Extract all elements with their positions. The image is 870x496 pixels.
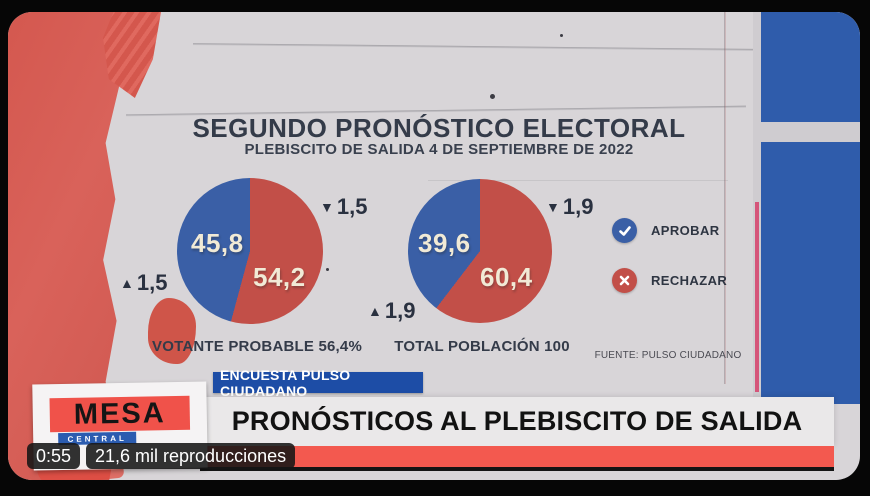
infographic-subtitle: PLEBISCITO DE SALIDA 4 DE SEPTIEMBRE DE … xyxy=(244,141,634,158)
down-triangle-icon: ▼ xyxy=(320,199,334,215)
source-credit: FUENTE: PULSO CIUDADANO xyxy=(594,350,742,361)
check-icon xyxy=(612,218,637,243)
playback-time-badge: 0:55 xyxy=(27,443,81,469)
pie1-delta-up-value: 1,5 xyxy=(136,270,168,295)
pie2-delta-down-value: 1,9 xyxy=(562,194,594,219)
pie-chart-votante-probable xyxy=(177,178,323,324)
pie-chart-total-poblacion xyxy=(408,179,552,323)
logo-red-block: MESA xyxy=(49,395,191,433)
paper-crease xyxy=(428,180,728,181)
paper-speck xyxy=(560,34,563,37)
legend-label-rechazar: RECHAZAR xyxy=(651,273,728,288)
blue-poster-block xyxy=(761,12,860,122)
x-icon xyxy=(612,268,637,293)
legend-item-rechazar: RECHAZAR xyxy=(612,268,727,293)
logo-text-central: CENTRAL xyxy=(67,433,127,444)
pie2-delta-down: ▼ 1,9 xyxy=(546,194,593,220)
pie1-delta-up: ▲ 1,5 xyxy=(120,270,167,296)
paper-crease xyxy=(193,43,753,51)
pie1-rechazar-value: 54,2 xyxy=(253,262,306,292)
chyron-red-strip xyxy=(200,446,834,467)
up-triangle-icon: ▲ xyxy=(120,275,134,291)
pie1-caption: VOTANTE PROBABLE 56,4% xyxy=(152,338,362,355)
chyron-strip: PRONÓSTICOS AL PLEBISCITO DE SALIDA xyxy=(200,397,834,446)
pie2-delta-up-value: 1,9 xyxy=(384,298,416,323)
red-poster-scrap xyxy=(148,298,196,364)
blue-poster-column xyxy=(753,12,860,404)
video-frame[interactable]: SEGUNDO PRONÓSTICO ELECTORAL PLEBISCITO … xyxy=(8,12,860,480)
infographic-title: SEGUNDO PRONÓSTICO ELECTORAL xyxy=(192,113,686,143)
up-triangle-icon: ▲ xyxy=(368,303,382,319)
paper-crease xyxy=(724,12,726,384)
pie2-caption: TOTAL POBLACIÓN 100 xyxy=(394,338,570,355)
logo-text-mesa: MESA xyxy=(73,396,166,431)
chyron-black-line xyxy=(200,467,834,471)
pie2-aprobar-value: 39,6 xyxy=(418,228,471,258)
pie1-delta-down: ▼ 1,5 xyxy=(320,194,367,220)
view-count-badge: 21,6 mil reproducciones xyxy=(86,443,296,469)
paper-speck xyxy=(326,268,329,271)
legend-item-aprobar: APROBAR xyxy=(612,218,720,243)
pie2-rechazar-value: 60,4 xyxy=(480,262,533,292)
pie1-delta-down-value: 1,5 xyxy=(336,194,368,219)
pie2-delta-up: ▲ 1,9 xyxy=(368,298,415,324)
paper-speck xyxy=(490,94,495,99)
pie1-aprobar-value: 45,8 xyxy=(191,228,244,258)
pink-edge-line xyxy=(755,202,759,392)
down-triangle-icon: ▼ xyxy=(546,199,560,215)
chyron-headline: PRONÓSTICOS AL PLEBISCITO DE SALIDA xyxy=(231,406,803,436)
legend-label-aprobar: APROBAR xyxy=(651,223,720,238)
blue-poster-block xyxy=(761,142,860,404)
survey-banner: ENCUESTA PULSO CIUDADANO xyxy=(213,367,423,399)
